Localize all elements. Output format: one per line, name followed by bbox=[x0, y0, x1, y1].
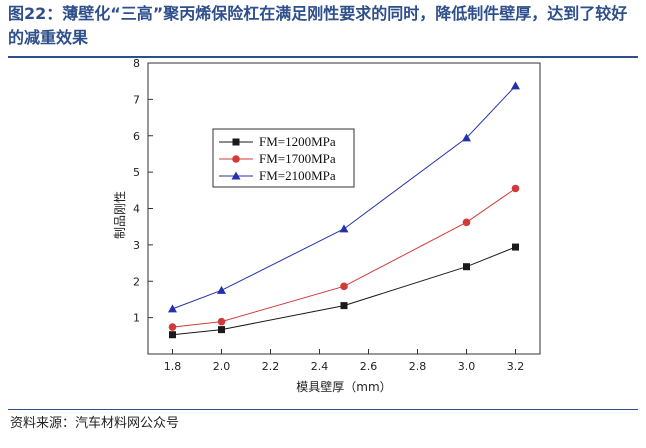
legend: FM=1200MPa FM=1700MPa FM=2100MPa bbox=[212, 128, 355, 188]
footer-divider bbox=[8, 409, 638, 410]
data-point bbox=[463, 263, 470, 271]
line-chart: 1.8 2.0 2.2 2.4 2.6 2.8 3.0 3.2 1 2 3 4 5 6 7 8 模具壁厚（m… bbox=[113, 57, 541, 394]
data-point bbox=[462, 218, 471, 227]
x-tick-label: 2.2 bbox=[262, 360, 280, 373]
data-point bbox=[339, 224, 349, 233]
figure-title: 图22：薄壁化“三高”聚丙烯保险杠在满足刚性要求的同时，降低制件壁厚，达到了较好… bbox=[8, 4, 628, 47]
y-axis-label: 制品刚性 bbox=[113, 191, 127, 239]
legend-marker bbox=[232, 138, 240, 146]
series-lines bbox=[172, 85, 516, 336]
x-tick-label: 3.2 bbox=[507, 360, 525, 373]
source-note: 资料来源：汽车材料网公众号 bbox=[10, 416, 180, 431]
data-point bbox=[462, 133, 471, 142]
x-tick-label: 1.8 bbox=[164, 360, 182, 373]
data-point bbox=[217, 285, 226, 294]
y-tick-label: 7 bbox=[133, 93, 140, 106]
y-tick-label: 4 bbox=[133, 203, 140, 216]
x-tick-label: 2.8 bbox=[409, 360, 427, 373]
data-point bbox=[168, 323, 177, 331]
legend-label: FM=1200MPa bbox=[259, 134, 336, 149]
legend-label: FM=1700MPa bbox=[259, 151, 336, 166]
y-tick-label: 6 bbox=[133, 130, 140, 143]
y-tick-label: 3 bbox=[133, 239, 140, 252]
series-markers bbox=[168, 81, 520, 339]
y-tick-label: 2 bbox=[133, 275, 140, 288]
data-point bbox=[168, 304, 177, 313]
legend-label: FM=2100MPa bbox=[259, 168, 336, 183]
x-tick-label: 2.0 bbox=[213, 360, 231, 373]
y-axis-ticks: 1 2 3 4 5 6 7 8 bbox=[133, 57, 153, 325]
x-axis-ticks: 1.8 2.0 2.2 2.4 2.6 2.8 3.0 3.2 bbox=[164, 349, 525, 373]
x-tick-label: 3.0 bbox=[458, 360, 476, 373]
legend-marker bbox=[231, 171, 241, 180]
x-tick-label: 2.4 bbox=[311, 360, 329, 373]
data-point bbox=[217, 317, 226, 326]
data-point bbox=[340, 282, 348, 291]
y-tick-label: 8 bbox=[133, 57, 140, 70]
data-point bbox=[169, 331, 176, 339]
x-tick-label: 2.6 bbox=[360, 360, 378, 373]
y-tick-label: 5 bbox=[133, 166, 140, 179]
y-tick-label: 1 bbox=[133, 312, 140, 325]
data-point bbox=[511, 81, 520, 90]
data-point bbox=[512, 243, 519, 251]
plot-frame bbox=[147, 62, 541, 355]
data-point bbox=[218, 326, 225, 334]
title-divider bbox=[8, 56, 638, 58]
series-line bbox=[172, 85, 516, 310]
data-point bbox=[511, 184, 520, 193]
data-point bbox=[340, 302, 348, 310]
legend-marker bbox=[232, 155, 240, 163]
x-axis-label: 模具壁厚（mm） bbox=[296, 379, 391, 394]
